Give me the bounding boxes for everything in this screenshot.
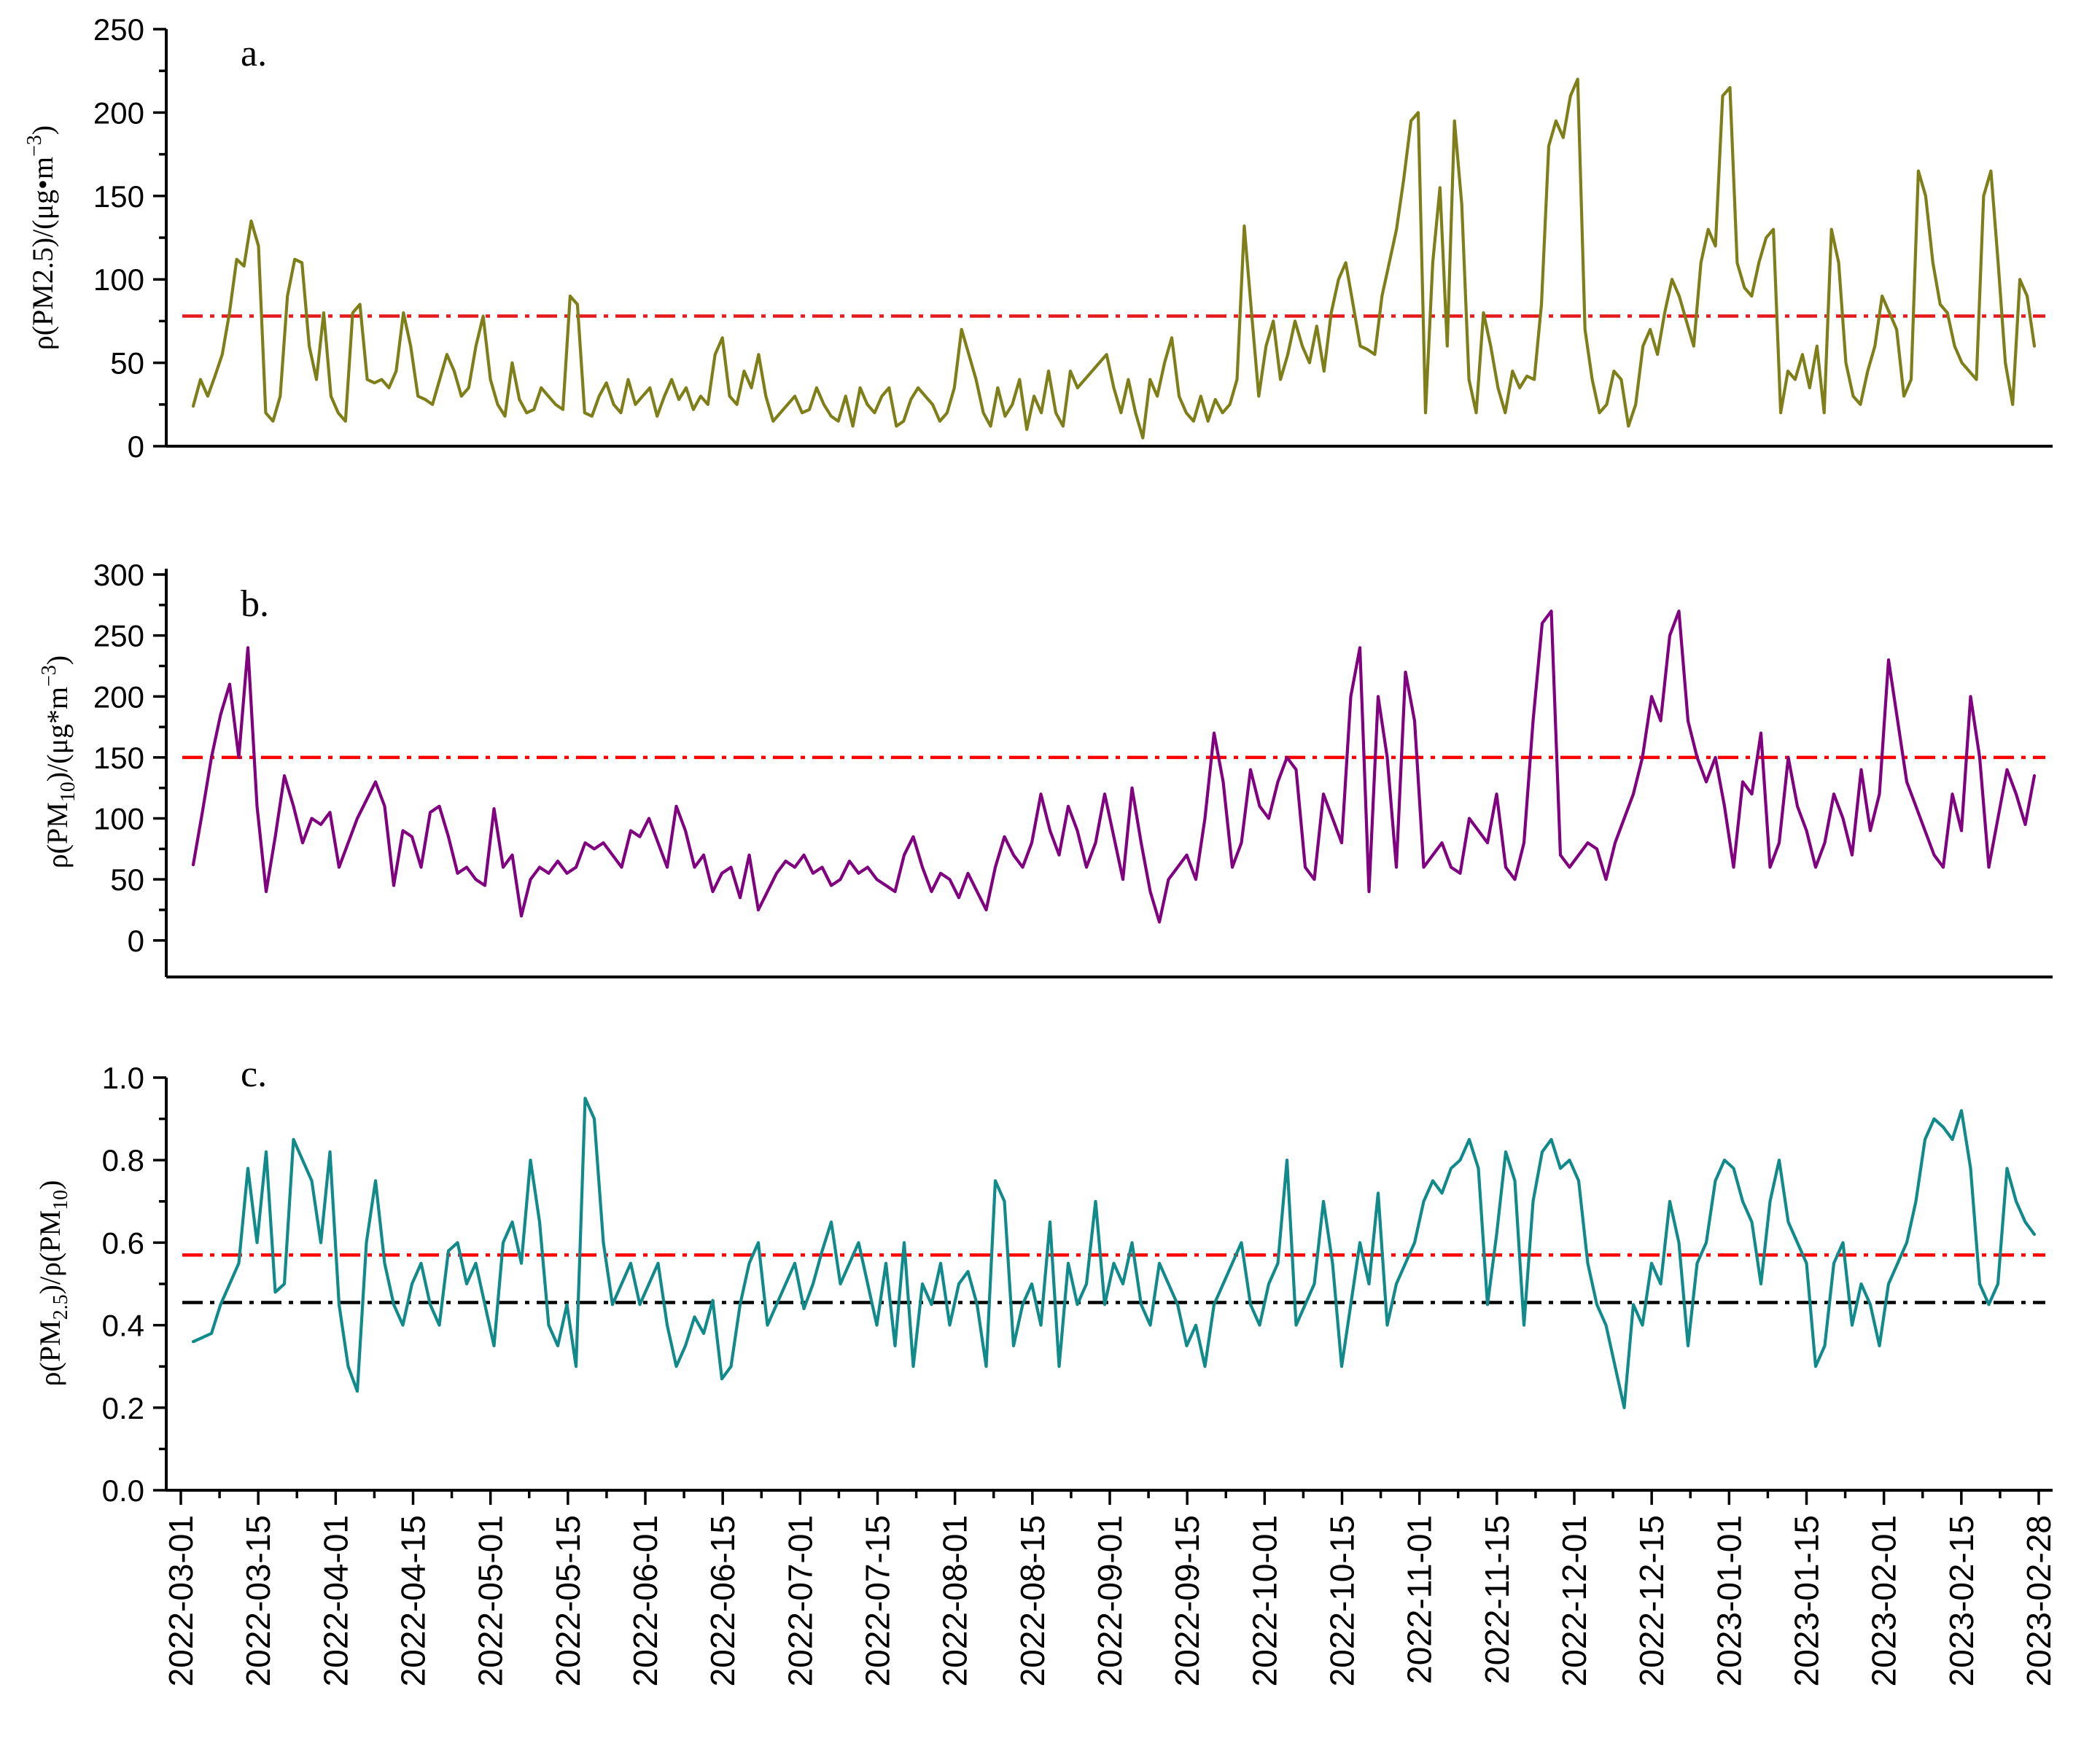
y-tick-label: 1.0	[102, 1061, 144, 1095]
panel-a: 0 50 100 150 200 250 a. ρ(PM2.5)/(μg•m−3)	[23, 12, 2053, 464]
x-tick-label: 2022-03-01	[162, 1515, 200, 1686]
series-line-pm10	[191, 610, 2037, 924]
y-axis-label-part: ρ(PM2.5)/(μg•m	[26, 157, 59, 350]
y-tick-label: 0	[128, 429, 144, 464]
y-tick-label: 0	[128, 924, 144, 958]
x-tick-label: 2022-06-15	[704, 1515, 742, 1686]
y-tick-label: 300	[93, 558, 144, 592]
y-axis-label-part: −3	[38, 665, 61, 687]
x-tick-label: 2022-11-01	[1401, 1515, 1439, 1684]
y-axis-label-part: 10	[57, 782, 79, 802]
x-tick-label: 2023-01-01	[1710, 1515, 1748, 1686]
panel-label: c.	[241, 1054, 267, 1095]
y-axis-label-part: ρ(PM	[41, 802, 74, 868]
x-tick-label: 2022-09-01	[1091, 1515, 1129, 1686]
y-axis-label: ρ(PM2.5)/(μg•m−3)	[23, 125, 59, 351]
x-tick-label: 2022-12-15	[1633, 1515, 1671, 1686]
y-axis-label: ρ(PM10)/(μg*m−3)	[38, 655, 79, 869]
x-tick-label: 2023-01-15	[1788, 1515, 1826, 1686]
series-line-ratio	[191, 1097, 2037, 1409]
y-tick-label: 250	[93, 12, 144, 47]
x-tick-label: 2022-06-01	[626, 1515, 664, 1686]
panel-label: a.	[241, 33, 267, 74]
x-tick-label: 2022-10-01	[1245, 1515, 1283, 1686]
x-tick-label: 2022-05-15	[549, 1515, 587, 1686]
y-axis-label-part: ρ(PM	[34, 1320, 66, 1386]
x-axis: 2022-03-01 2022-03-15 2022-04-01 2022-04-15…	[162, 1490, 2058, 1686]
y-tick-label: 0.8	[102, 1143, 144, 1177]
y-tick-label: 50	[110, 346, 144, 381]
x-tick-label: 2022-11-15	[1478, 1515, 1516, 1684]
y-axis-label-part: 10	[50, 1190, 72, 1210]
y-axis-label-part: )/ρ(PM	[34, 1210, 66, 1295]
y-axis-label-part: )	[34, 1180, 66, 1190]
x-tick-label: 2022-07-01	[781, 1515, 819, 1686]
y-tick-label: 100	[93, 262, 144, 297]
y-tick-label: 100	[93, 802, 144, 836]
x-tick-label: 2022-08-01	[936, 1515, 974, 1686]
x-tick-label: 2022-08-15	[1014, 1515, 1051, 1686]
x-tick-label: 2022-09-15	[1168, 1515, 1206, 1686]
y-axis-label-part: )	[41, 655, 74, 665]
x-tick-label: 2022-07-15	[859, 1515, 897, 1686]
panel-label: b.	[241, 583, 269, 625]
y-tick-label: 150	[93, 179, 144, 214]
y-axis-label-part: −3	[23, 135, 46, 157]
y-axis-label-part: )/(μg*m	[41, 687, 74, 782]
y-tick-label: 200	[93, 680, 144, 714]
x-tick-label: 2023-02-15	[1942, 1515, 1980, 1686]
panel-c: 0.0 0.2 0.4 0.6 0.8 1.0 c. ρ(PM2.5)/ρ(PM10)	[34, 1054, 2053, 1508]
x-tick-label: 2022-04-01	[316, 1515, 354, 1686]
y-tick-label: 0.0	[102, 1473, 144, 1508]
panel-b: 0 50 100 150 200 250 300 b. ρ(PM10)/(μg*m−3)	[38, 558, 2053, 978]
y-axis-label: ρ(PM2.5)/ρ(PM10)	[34, 1180, 72, 1387]
series-line-pm2-5	[191, 77, 2037, 440]
x-tick-label: 2022-04-15	[394, 1515, 432, 1686]
y-tick-label: 150	[93, 741, 144, 775]
x-tick-label: 2022-10-15	[1323, 1515, 1361, 1686]
x-tick-label: 2022-05-01	[472, 1515, 510, 1686]
y-axis-label-part: )	[26, 125, 59, 135]
x-tick-label: 2023-02-01	[1865, 1515, 1903, 1686]
y-tick-label: 200	[93, 96, 144, 130]
x-tick-label: 2022-03-15	[239, 1515, 277, 1686]
y-tick-label: 0.4	[102, 1309, 144, 1343]
y-tick-label: 0.2	[102, 1391, 144, 1425]
y-tick-label: 250	[93, 619, 144, 653]
x-tick-label: 2022-12-01	[1555, 1515, 1593, 1686]
y-tick-label: 0.6	[102, 1226, 144, 1260]
y-tick-label: 50	[110, 863, 144, 897]
y-axis-label-part: 2.5	[50, 1294, 72, 1320]
x-tick-label: 2023-02-28	[2020, 1515, 2058, 1686]
